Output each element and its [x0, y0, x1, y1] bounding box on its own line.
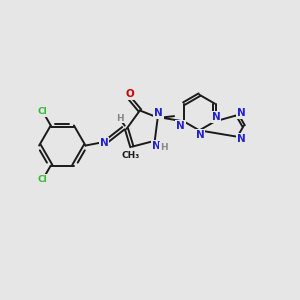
Text: Cl: Cl [38, 175, 48, 184]
Text: N: N [212, 112, 220, 122]
Text: O: O [125, 89, 134, 99]
Text: Cl: Cl [38, 107, 48, 116]
Text: N: N [196, 130, 204, 140]
Text: N: N [152, 140, 161, 151]
Text: N: N [237, 108, 245, 118]
Text: N: N [100, 138, 108, 148]
Text: H: H [160, 143, 167, 152]
Text: N: N [176, 121, 185, 130]
Text: CH₃: CH₃ [121, 151, 140, 160]
Text: H: H [116, 114, 124, 123]
Text: N: N [154, 108, 163, 118]
Text: N: N [237, 134, 245, 143]
